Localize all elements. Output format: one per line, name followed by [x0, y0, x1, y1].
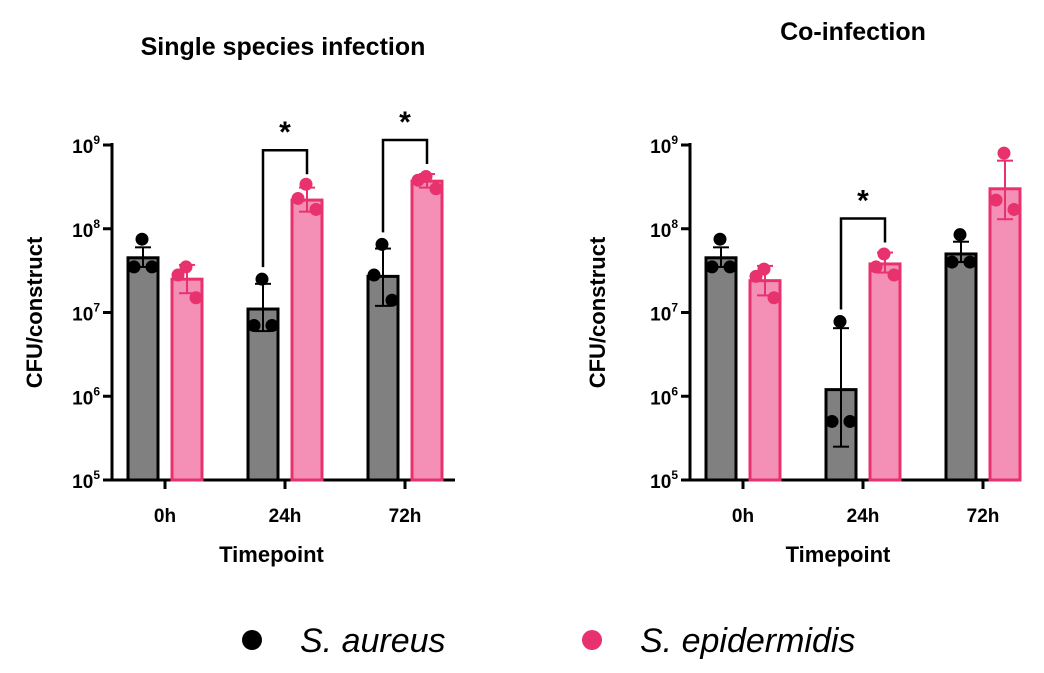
significance-bracket-24h [839, 217, 887, 310]
bar-s-epidermidis-72h [988, 187, 1022, 482]
y-tick-label: 107 [650, 301, 678, 326]
y-tick-label: 109 [72, 133, 100, 158]
significance-star-24h: * [279, 116, 291, 149]
data-point-s-epidermidis-72h [429, 182, 443, 196]
y-tick-label: 106 [650, 384, 678, 409]
chart-co-infection: Co-infection 105 106 107 108 109 CFU/construct… [585, 18, 1022, 567]
data-point-s-aureus-0h [705, 260, 719, 274]
data-point-s-epidermidis-72h [989, 193, 1003, 207]
data-point-s-epidermidis-24h [887, 268, 901, 282]
significance-bracket-72h [381, 138, 429, 233]
x-tick-label-72h: 72h [967, 506, 1000, 527]
data-point-s-epidermidis-24h [299, 177, 313, 191]
data-point-s-aureus-72h [945, 255, 959, 269]
data-point-s-epidermidis-24h [291, 191, 305, 205]
data-point-s-epidermidis-0h [171, 268, 185, 282]
x-tick-label-24h: 24h [847, 506, 880, 527]
bar-s-aureus-0h [126, 256, 160, 482]
y-tick-label: 107 [72, 301, 100, 326]
y-axis-label: CFU/construct [22, 236, 47, 388]
y-axis-label: CFU/construct [585, 236, 610, 388]
bar-s-aureus-0h [704, 256, 738, 482]
data-point-s-epidermidis-72h [997, 146, 1011, 160]
x-tick-label-0h: 0h [154, 506, 176, 527]
chart-title: Single species infection [141, 33, 426, 61]
data-point-s-aureus-24h [825, 414, 839, 428]
data-point-s-aureus-24h [247, 318, 261, 332]
significance-star-72h: * [399, 106, 411, 139]
bar-s-aureus-72h [366, 274, 400, 482]
x-axis-label: Timepoint [219, 542, 324, 567]
data-point-s-epidermidis-72h [1007, 202, 1021, 216]
legend: S. aureus S. epidermidis [242, 622, 855, 660]
data-point-s-aureus-0h [135, 232, 149, 246]
data-point-s-aureus-24h [255, 272, 269, 286]
data-point-s-aureus-0h [127, 260, 141, 274]
data-point-s-aureus-72h [367, 268, 381, 282]
legend-label-s-aureus: S. aureus [300, 622, 446, 660]
bar-s-epidermidis-24h [868, 262, 902, 482]
chart-single-species: Single species infection 105 106 107 108 109 C… [22, 33, 455, 567]
data-point-s-aureus-0h [723, 260, 737, 274]
bar-s-aureus-24h [246, 307, 280, 482]
data-point-s-aureus-24h [833, 315, 847, 329]
data-point-s-aureus-0h [713, 232, 727, 246]
x-tick-label-72h: 72h [389, 506, 422, 527]
significance-star-24h: * [857, 185, 869, 218]
data-point-s-aureus-72h [375, 237, 389, 251]
y-tick-label: 105 [72, 468, 100, 493]
x-axis-label: Timepoint [786, 542, 891, 567]
x-tick-label-24h: 24h [269, 506, 302, 527]
chart-title: Co-infection [780, 18, 926, 46]
y-tick-label: 108 [72, 217, 100, 242]
x-tick-label-0h: 0h [732, 506, 754, 527]
data-point-s-aureus-24h [843, 414, 857, 428]
significance-bracket-24h [261, 148, 309, 268]
data-point-s-epidermidis-24h [309, 202, 323, 216]
bar-s-epidermidis-72h [410, 179, 444, 482]
data-point-s-epidermidis-0h [179, 260, 193, 274]
y-tick-label: 109 [650, 133, 678, 158]
data-point-s-epidermidis-24h [869, 260, 883, 274]
data-point-s-aureus-72h [963, 255, 977, 269]
legend-marker-s-aureus [242, 630, 262, 650]
bar-s-epidermidis-24h [290, 198, 324, 482]
y-tick-label: 108 [650, 217, 678, 242]
data-point-s-aureus-24h [265, 318, 279, 332]
data-point-s-epidermidis-0h [189, 291, 203, 305]
data-point-s-aureus-72h [385, 293, 399, 307]
data-point-s-epidermidis-0h [749, 269, 763, 283]
bar-s-epidermidis-0h [748, 279, 782, 482]
data-point-s-aureus-0h [145, 260, 159, 274]
data-point-s-aureus-72h [953, 228, 967, 242]
y-tick-label: 106 [72, 384, 100, 409]
data-point-s-epidermidis-0h [767, 291, 781, 305]
y-tick-label: 105 [650, 468, 678, 493]
legend-label-s-epidermidis: S. epidermidis [640, 622, 855, 660]
data-point-s-epidermidis-72h [411, 173, 425, 187]
data-point-s-epidermidis-24h [877, 247, 891, 261]
bar-s-epidermidis-0h [170, 277, 204, 482]
legend-marker-s-epidermidis [582, 630, 602, 650]
bar-s-aureus-72h [944, 252, 978, 482]
